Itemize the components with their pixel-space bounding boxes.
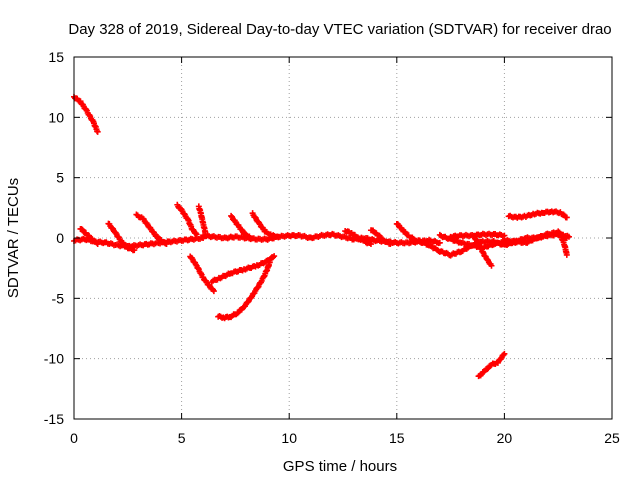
data-point: [163, 241, 170, 248]
x-tick-label: 5: [178, 430, 186, 446]
data-point: [563, 235, 570, 241]
data-points: [71, 93, 572, 380]
data-point: [254, 284, 261, 291]
data-point: [210, 288, 217, 295]
data-trace: [367, 227, 394, 248]
data-point: [238, 226, 245, 233]
data-point: [563, 214, 570, 221]
data-point: [436, 239, 443, 246]
data-point: [109, 225, 116, 232]
data-trace: [208, 253, 278, 286]
y-tick-label: -10: [44, 351, 64, 367]
x-tick-label: 15: [389, 430, 405, 446]
data-trace: [187, 253, 217, 295]
data-trace: [77, 225, 101, 248]
data-point: [94, 241, 101, 248]
y-tick-label: 15: [48, 49, 64, 65]
data-point: [266, 259, 273, 266]
data-point: [501, 232, 508, 239]
data-point: [193, 231, 200, 238]
data-point: [500, 351, 507, 358]
y-tick-label: 0: [56, 230, 64, 246]
data-point: [143, 220, 150, 227]
data-trace: [174, 201, 200, 238]
x-tick-label: 25: [604, 430, 620, 446]
x-tick-label: 10: [281, 430, 297, 446]
data-trace: [105, 220, 138, 254]
data-trace: [133, 211, 170, 248]
data-point: [367, 241, 374, 248]
y-tick-label: -15: [44, 411, 64, 427]
data-point: [228, 212, 235, 219]
x-tick-label: 20: [497, 430, 513, 446]
data-trace: [71, 93, 101, 135]
data-point: [94, 128, 101, 135]
data-trace: [447, 230, 508, 241]
data-point: [271, 253, 278, 260]
data-point: [501, 350, 508, 357]
data-trace: [557, 231, 570, 258]
data-point: [563, 251, 570, 258]
data-trace: [342, 228, 374, 248]
axis-ticks: 0 5 10 15 20 25 -15 -10 -5 0 5 10 15: [44, 49, 620, 446]
data-point: [387, 241, 394, 248]
y-tick-label: -5: [52, 290, 65, 306]
data-point: [131, 247, 138, 254]
data-point: [244, 299, 251, 306]
x-tick-label: 0: [70, 430, 78, 446]
data-trace: [215, 259, 273, 322]
data-point: [234, 310, 241, 317]
data-point: [488, 262, 495, 269]
data-trace: [501, 228, 570, 246]
y-tick-label: 5: [56, 170, 64, 186]
data-trace: [195, 203, 209, 235]
y-axis-label: SDTVAR / TECUs: [5, 178, 22, 298]
y-tick-label: 10: [48, 109, 64, 125]
data-point: [252, 214, 259, 221]
chart-title: Day 328 of 2019, Sidereal Day-to-day VTE…: [68, 21, 611, 38]
data-trace: [505, 208, 570, 221]
data-trace: [475, 350, 508, 380]
x-axis-label: GPS time / hours: [283, 458, 397, 475]
